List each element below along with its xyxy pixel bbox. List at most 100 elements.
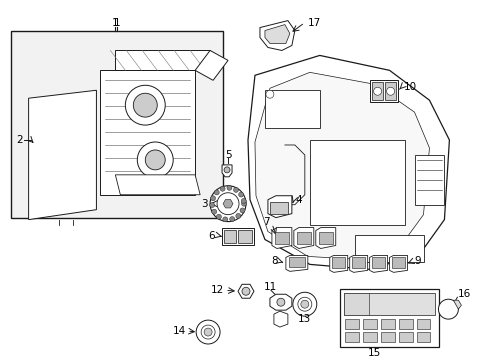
Text: 11: 11: [264, 282, 277, 292]
Circle shape: [210, 196, 215, 201]
Bar: [416, 319, 429, 329]
Bar: [331, 257, 344, 268]
Bar: [274, 231, 288, 244]
Text: 17: 17: [307, 18, 321, 28]
Circle shape: [125, 85, 165, 125]
Text: 12: 12: [210, 285, 224, 295]
Circle shape: [210, 186, 245, 222]
Bar: [380, 332, 394, 342]
Polygon shape: [222, 165, 232, 177]
Circle shape: [297, 297, 311, 311]
Bar: [380, 319, 394, 329]
Circle shape: [209, 203, 214, 208]
Bar: [100, 70, 195, 195]
Circle shape: [224, 167, 229, 173]
Circle shape: [220, 186, 224, 191]
Polygon shape: [254, 72, 428, 260]
Polygon shape: [271, 228, 291, 248]
Polygon shape: [223, 199, 233, 208]
Polygon shape: [452, 300, 461, 309]
Circle shape: [137, 142, 173, 178]
Text: 9: 9: [414, 256, 420, 266]
Circle shape: [196, 320, 220, 344]
Text: 1: 1: [113, 18, 120, 28]
Circle shape: [211, 209, 216, 214]
Circle shape: [241, 198, 246, 203]
Circle shape: [201, 325, 215, 339]
Text: 4: 4: [295, 195, 302, 205]
Bar: [344, 332, 358, 342]
Text: 16: 16: [456, 289, 469, 299]
Bar: [354, 234, 424, 262]
Bar: [414, 155, 444, 205]
Circle shape: [242, 287, 249, 295]
Bar: [309, 140, 404, 225]
Text: 1: 1: [112, 18, 119, 28]
Circle shape: [214, 190, 219, 195]
Polygon shape: [267, 196, 291, 218]
Bar: [398, 332, 412, 342]
Text: 14: 14: [173, 326, 186, 336]
Text: 7: 7: [263, 217, 269, 226]
Circle shape: [233, 188, 238, 192]
Polygon shape: [264, 24, 289, 44]
Polygon shape: [285, 256, 307, 271]
Polygon shape: [389, 256, 407, 273]
Bar: [339, 289, 439, 347]
Polygon shape: [369, 256, 387, 273]
Circle shape: [238, 192, 243, 197]
Polygon shape: [349, 256, 367, 273]
Bar: [238, 230, 251, 243]
Polygon shape: [260, 21, 294, 50]
Bar: [343, 293, 435, 315]
Text: 10: 10: [403, 82, 416, 92]
Bar: [362, 332, 376, 342]
Polygon shape: [269, 294, 291, 310]
Circle shape: [276, 298, 285, 306]
Circle shape: [240, 208, 244, 213]
Bar: [296, 231, 310, 244]
Circle shape: [235, 213, 240, 219]
Circle shape: [203, 328, 212, 336]
Polygon shape: [115, 50, 210, 70]
Bar: [391, 257, 404, 268]
Bar: [416, 332, 429, 342]
Bar: [351, 257, 364, 268]
Circle shape: [223, 217, 227, 222]
Bar: [222, 228, 253, 246]
Bar: [384, 82, 395, 100]
Polygon shape: [329, 256, 347, 273]
Circle shape: [373, 87, 381, 95]
Polygon shape: [293, 228, 313, 248]
Polygon shape: [247, 55, 448, 269]
Polygon shape: [29, 90, 96, 220]
Text: 6: 6: [208, 230, 215, 240]
Polygon shape: [238, 284, 253, 298]
Bar: [371, 257, 384, 268]
Circle shape: [300, 300, 308, 308]
Circle shape: [133, 93, 157, 117]
Text: 3: 3: [201, 199, 208, 209]
Polygon shape: [315, 228, 335, 248]
Circle shape: [292, 292, 316, 316]
Text: 15: 15: [367, 348, 381, 358]
Polygon shape: [195, 50, 227, 80]
Bar: [269, 202, 287, 213]
Text: 2: 2: [16, 135, 22, 145]
Circle shape: [229, 217, 234, 221]
Circle shape: [438, 299, 457, 319]
Circle shape: [265, 90, 273, 98]
Bar: [343, 293, 368, 315]
Text: 13: 13: [298, 314, 311, 324]
Bar: [398, 319, 412, 329]
Polygon shape: [273, 311, 287, 327]
Bar: [362, 319, 376, 329]
Bar: [224, 230, 236, 243]
Bar: [344, 319, 358, 329]
Text: 5: 5: [224, 150, 231, 160]
Circle shape: [386, 87, 394, 95]
Bar: [369, 80, 397, 102]
Polygon shape: [115, 175, 200, 195]
Circle shape: [226, 185, 231, 190]
Circle shape: [216, 214, 221, 219]
